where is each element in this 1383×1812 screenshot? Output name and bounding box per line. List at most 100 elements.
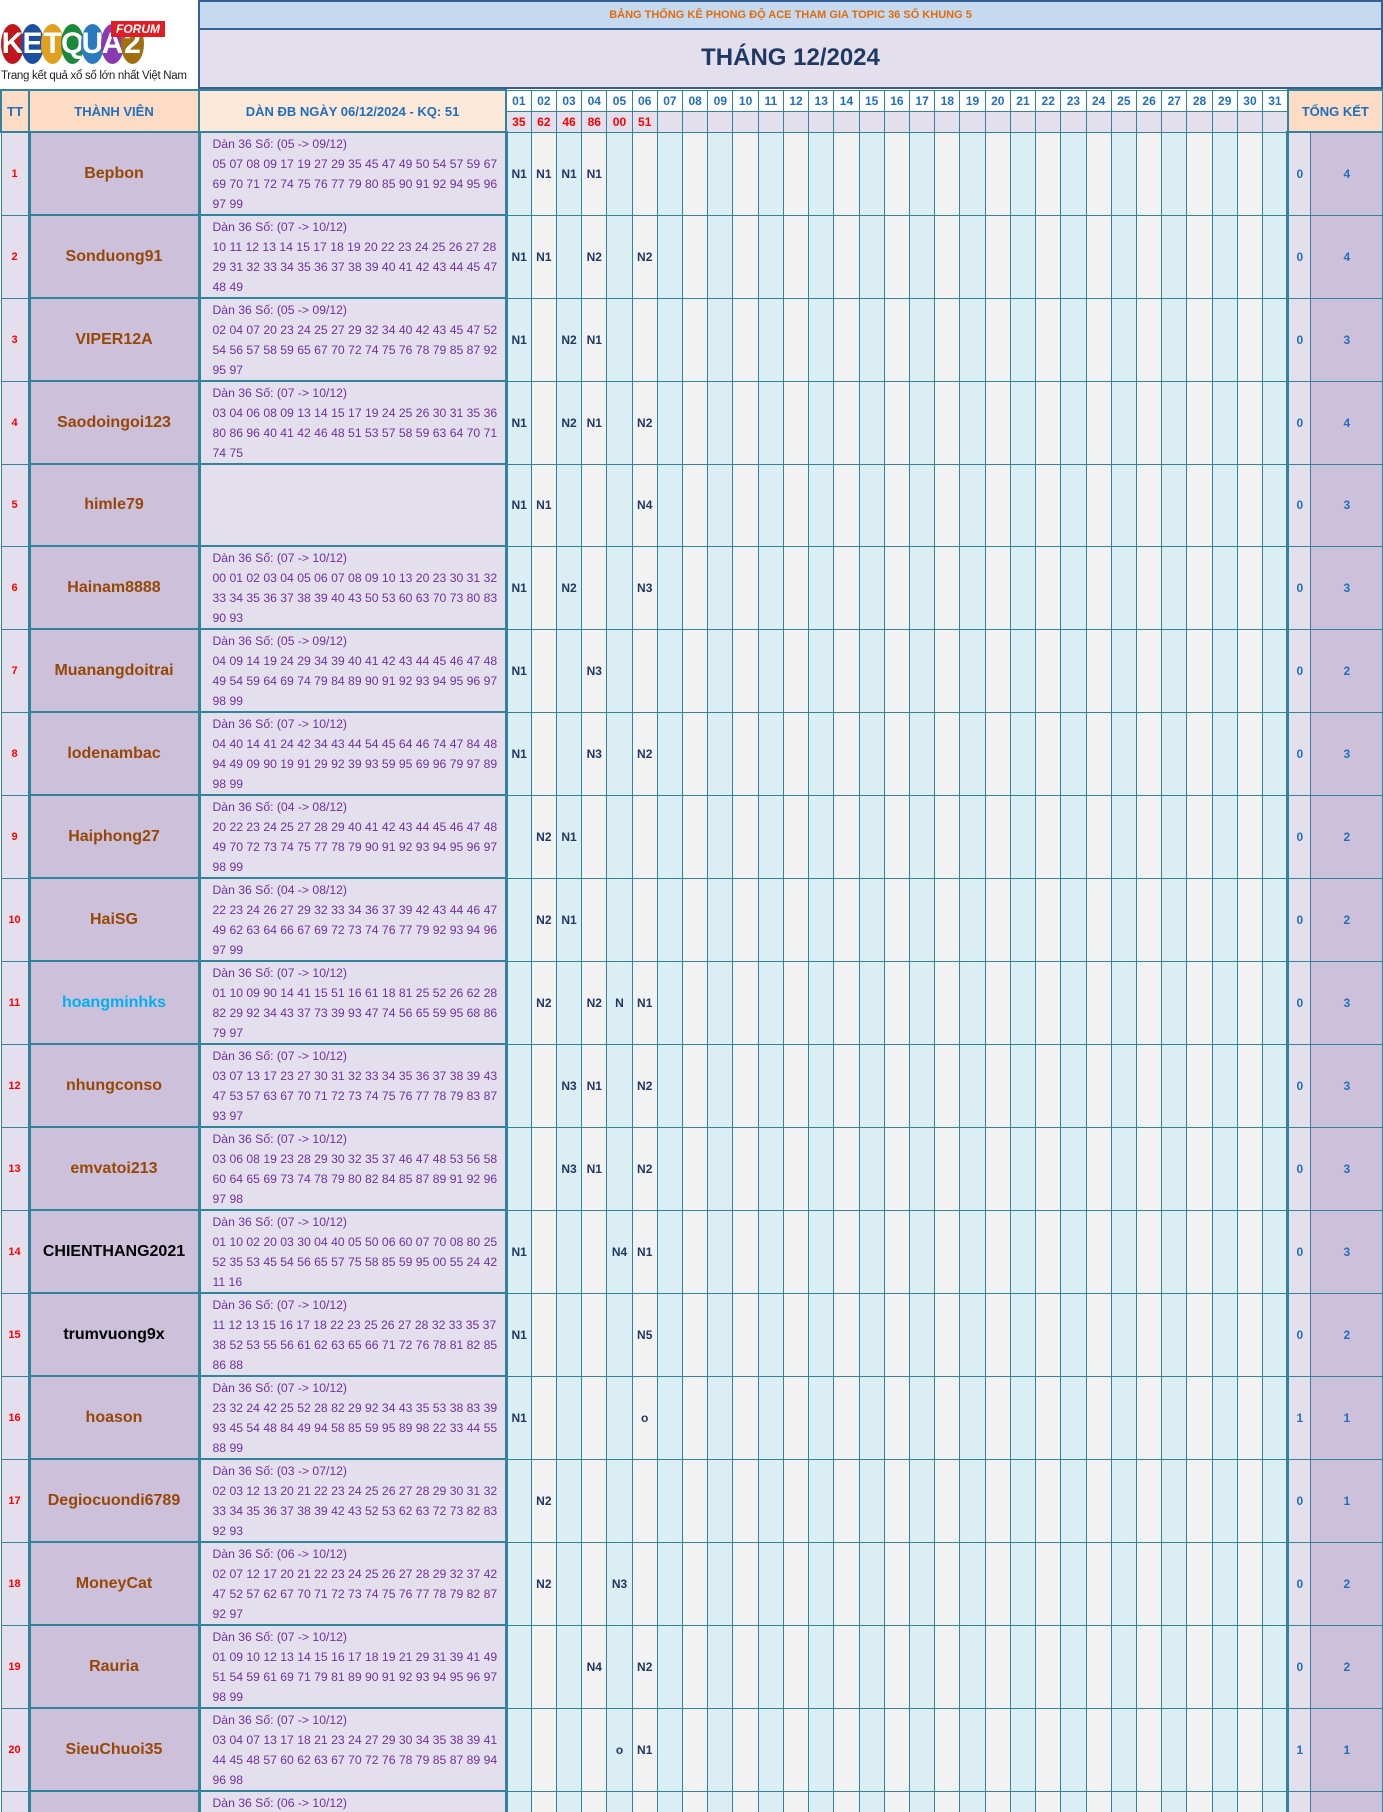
day-cell-16 — [883, 1707, 911, 1792]
member-dan: Dàn 36 Số: (07 -> 10/12) 01 10 09 90 14 4… — [198, 960, 508, 1045]
day-cell-26 — [1135, 380, 1163, 465]
member-name[interactable]: lodenambac — [28, 711, 201, 796]
member-name[interactable]: CHIENTHANG2021 — [28, 1209, 201, 1294]
day-cell-27 — [1161, 1790, 1188, 1812]
day-cell-15 — [858, 380, 885, 465]
day-cell-30 — [1236, 545, 1264, 630]
day-cell-17 — [908, 214, 936, 299]
day-cell-14 — [833, 960, 860, 1045]
member-row: 15 trumvuong9x Dàn 36 Số: (07 -> 10/12) 11 … — [0, 1292, 1383, 1377]
dan-range: Dàn 36 Số: (05 -> 09/12) — [212, 137, 348, 151]
member-row: 3 VIPER12A Dàn 36 Số: (05 -> 09/12) 02 04 0… — [0, 297, 1383, 382]
day-cell-18 — [934, 1375, 961, 1460]
day-cell-15 — [858, 1458, 885, 1543]
day-cell-12 — [782, 794, 810, 879]
day-cell-18 — [934, 545, 961, 630]
day-cell-17 — [908, 1209, 936, 1294]
day-cell-16 — [883, 1375, 911, 1460]
day-cell-18 — [934, 131, 961, 216]
day-cell-31 — [1262, 545, 1289, 630]
day-cell-21 — [1009, 877, 1037, 962]
day-cell-05 — [606, 794, 633, 879]
day-cell-25 — [1110, 214, 1137, 299]
day-cell-27 — [1161, 1209, 1188, 1294]
row-number: 6 — [0, 545, 31, 630]
member-name[interactable]: Hainam8888 — [28, 545, 201, 630]
day-cell-12 — [782, 1292, 810, 1377]
member-name[interactable]: emvatoi213 — [28, 1126, 201, 1211]
member-name[interactable]: Haiphong27 — [28, 794, 201, 879]
day-cell-15 — [858, 214, 885, 299]
day-cell-06: N4 — [631, 463, 658, 547]
day-cell-14 — [833, 711, 860, 796]
member-name[interactable]: HaiSG — [28, 877, 201, 962]
member-name[interactable]: trumvuong9x — [28, 1292, 201, 1377]
day-cell-18 — [934, 463, 961, 547]
day-cell-11 — [757, 711, 784, 796]
day-cell-02 — [530, 1126, 557, 1211]
member-name[interactable]: Degiocuondi6789 — [28, 1458, 201, 1543]
day-cell-07 — [656, 711, 684, 796]
member-name[interactable]: Bepbon — [28, 131, 201, 216]
total-hits: 1 — [1286, 1707, 1312, 1792]
day-cell-15 — [858, 545, 885, 630]
day-cell-09 — [707, 877, 734, 962]
dan-range: Dàn 36 Số: (04 -> 08/12) — [212, 800, 348, 814]
day-cell-31 — [1262, 711, 1289, 796]
day-cell-14 — [833, 1541, 860, 1626]
day-cell-09 — [707, 1541, 734, 1626]
day-cell-18 — [934, 1541, 961, 1626]
day-cell-19 — [959, 628, 986, 713]
member-name[interactable]: bocap — [28, 1790, 201, 1812]
day-cell-31 — [1262, 214, 1289, 299]
day-cell-20 — [984, 960, 1011, 1045]
total-score: 1 — [1310, 1375, 1383, 1460]
member-name[interactable]: himle79 — [28, 463, 201, 547]
header-day-15: 15 — [858, 89, 885, 112]
day-cell-28 — [1186, 1126, 1213, 1211]
result-day-22 — [1035, 110, 1062, 133]
day-cell-08 — [682, 628, 709, 713]
dan-numbers: 04 40 14 41 24 42 34 43 44 54 45 64 46 7… — [212, 737, 498, 791]
member-name[interactable]: MoneyCat — [28, 1541, 201, 1626]
member-name[interactable]: Saodoingoi123 — [28, 380, 201, 465]
day-cell-13 — [808, 1292, 835, 1377]
day-cell-02: N2 — [530, 794, 557, 879]
day-cell-05 — [606, 711, 633, 796]
member-name[interactable]: SieuChuoi35 — [28, 1707, 201, 1792]
day-cell-21 — [1009, 1375, 1037, 1460]
member-name[interactable]: VIPER12A — [28, 297, 201, 382]
member-name[interactable]: nhungconso — [28, 1043, 201, 1128]
day-cell-31 — [1262, 877, 1289, 962]
day-cell-07 — [656, 1624, 684, 1709]
day-cell-21 — [1009, 628, 1037, 713]
day-cell-20 — [984, 1541, 1011, 1626]
day-cell-04 — [581, 463, 608, 547]
day-cell-02 — [530, 711, 557, 796]
total-score: 1 — [1310, 1707, 1383, 1792]
day-cell-10 — [732, 628, 759, 713]
day-cell-20 — [984, 877, 1011, 962]
dan-numbers: 02 07 12 17 20 21 22 23 24 25 26 27 28 2… — [212, 1567, 498, 1621]
day-cell-23 — [1060, 1209, 1087, 1294]
member-name[interactable]: Rauria — [28, 1624, 201, 1709]
day-cell-01 — [505, 1790, 532, 1812]
total-score: 2 — [1310, 628, 1383, 713]
day-cell-04 — [581, 1458, 608, 1543]
member-row: 11 hoangminhks Dàn 36 Số: (07 -> 10/12) 01 … — [0, 960, 1383, 1045]
member-dan: Dàn 36 Số: (07 -> 10/12) 23 32 24 42 25 5… — [198, 1375, 508, 1460]
member-name[interactable]: Sonduong91 — [28, 214, 201, 299]
day-cell-06: N1 — [631, 1707, 658, 1792]
member-row: 8 lodenambac Dàn 36 Số: (07 -> 10/12) 04 40… — [0, 711, 1383, 796]
day-cell-27 — [1161, 960, 1188, 1045]
total-score: 3 — [1310, 1209, 1383, 1294]
header-day-05: 05 — [606, 89, 633, 112]
result-day-16 — [883, 110, 911, 133]
member-name[interactable]: Muanangdoitrai — [28, 628, 201, 713]
day-cell-22 — [1035, 794, 1062, 879]
member-dan: Dàn 36 Số: (07 -> 10/12) 01 09 10 12 13 1… — [198, 1624, 508, 1709]
member-name[interactable]: hoason — [28, 1375, 201, 1460]
day-cell-27 — [1161, 1292, 1188, 1377]
member-name[interactable]: hoangminhks — [28, 960, 201, 1045]
